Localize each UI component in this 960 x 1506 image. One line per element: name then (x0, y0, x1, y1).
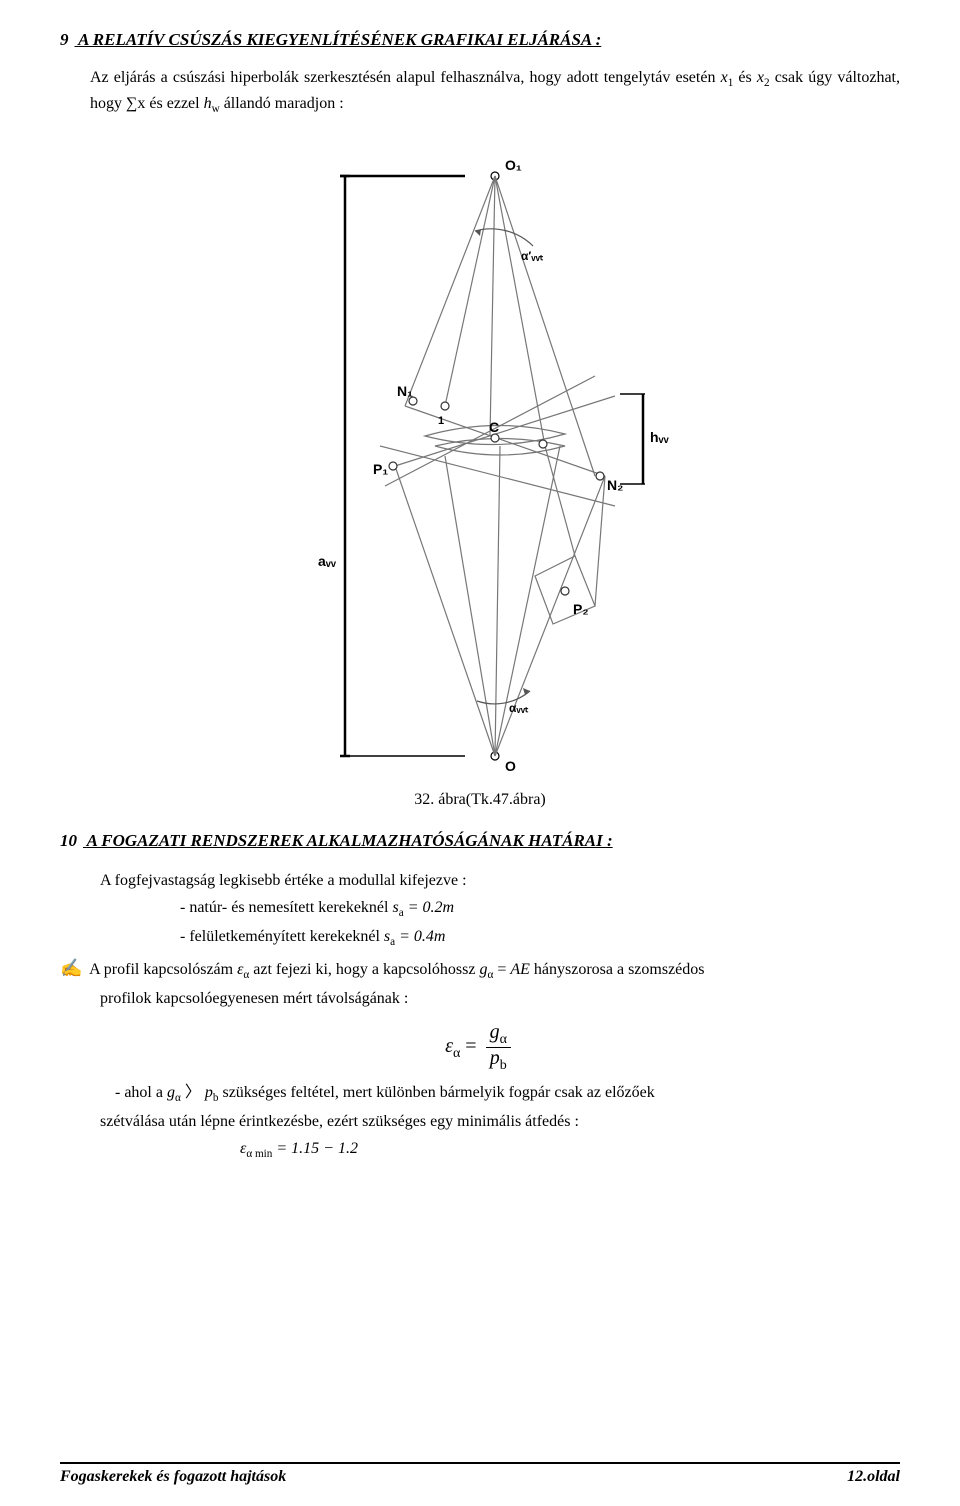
where-post: szükséges feltétel, mert különben bármel… (222, 1084, 654, 1101)
where-pre: - ahol a (115, 1084, 167, 1101)
footer-right: 12.oldal (847, 1468, 900, 1486)
section-9-heading: 9 A RELATÍV CSÚSZÁS KIEGYENLÍTÉSÉNEK GRA… (60, 30, 900, 50)
section-9-num: 9 (60, 30, 69, 50)
hand-icon: ✍ (60, 953, 86, 984)
page-footer: Fogaskerekek és fogazott hajtások 12.old… (60, 1462, 900, 1486)
label-awt-top: α′ᵥᵥₜ (521, 249, 544, 263)
var-x1: x1 (721, 69, 734, 86)
label-N1: N₁ (397, 383, 413, 399)
profile-line: ✍ A profil kapcsolószám εα azt fejezi ki… (90, 953, 900, 985)
label-O1: O₁ (505, 157, 522, 173)
label-hw: hᵥᵥ (650, 429, 670, 445)
profile-line-2: profilok kapcsolóegyenesen mért távolság… (100, 985, 900, 1012)
section-10-title: A FOGAZATI RENDSZEREK ALKALMAZHATÓSÁGÁNA… (87, 831, 613, 850)
figure-caption: 32. ábra(Tk.47.ábra) (60, 791, 900, 809)
para-text-2: és (738, 69, 756, 86)
szetvalasa-line: szétválása után lépne érintkezésbe, ezér… (100, 1108, 900, 1135)
profile-pre: A profil kapcsolószám (89, 961, 237, 978)
diagram-svg: O₁ O N₁ N₂ P₁ P₂ C 1 aᵥᵥ hᵥᵥ α′ᵥᵥₜ αᵥᵥₜ (285, 146, 675, 776)
where-line: - ahol a gα 〉 pb szükséges feltétel, mer… (115, 1079, 900, 1108)
footer-left: Fogaskerekek és fogazott hajtások (60, 1468, 286, 1485)
label-aw: aᵥᵥ (318, 553, 337, 569)
label-C: C (489, 419, 499, 435)
main-equation: εα = gα pb (60, 1022, 900, 1073)
section-9-paragraph: Az eljárás a csúszási hiperbolák szerkes… (90, 66, 900, 118)
fogfej-lead: A fogfejvastagság legkisebb értéke a mod… (100, 867, 900, 894)
natur-line: - natúr- és nemesített kerekeknél sa = 0… (180, 894, 900, 923)
section-9-title: A RELATÍV CSÚSZÁS KIEGYENLÍTÉSÉNEK GRAFI… (78, 30, 601, 49)
label-P2: P₂ (573, 601, 589, 617)
profile-mid: azt fejezi ki, hogy a kapcsolóhossz (253, 961, 479, 978)
felulet-label: - felületkeményített kerekeknél (180, 928, 384, 945)
var-x2: x2 (757, 69, 770, 86)
min-eq-rhs: = 1.15 − 1.2 (276, 1140, 358, 1157)
var-hw: hw (204, 95, 220, 112)
para-text-1: Az eljárás a csúszási hiperbolák szerkes… (90, 69, 721, 86)
figure-wrap: O₁ O N₁ N₂ P₁ P₂ C 1 aᵥᵥ hᵥᵥ α′ᵥᵥₜ αᵥᵥₜ (60, 146, 900, 781)
label-O: O (505, 758, 516, 774)
label-1: 1 (438, 415, 444, 427)
var-AE: AE (510, 961, 530, 978)
profile-post1: hányszorosa a szomszédos (534, 961, 705, 978)
para-text-4: állandó maradjon : (224, 95, 344, 112)
natur-label: - natúr- és nemesített kerekeknél (180, 899, 392, 916)
felulet-line: - felületkeményített kerekeknél sa = 0.4… (180, 923, 900, 952)
section-10-heading: 10 A FOGAZATI RENDSZEREK ALKALMAZHATÓSÁG… (60, 831, 900, 851)
section-10-num: 10 (60, 831, 77, 851)
natur-eq: = 0.2m (408, 899, 454, 916)
label-N2: N₂ (607, 477, 623, 493)
min-eq-line: εα min = 1.15 − 1.2 (240, 1135, 900, 1164)
label-awt-bot: αᵥᵥₜ (509, 701, 529, 715)
felulet-eq: = 0.4m (399, 928, 445, 945)
label-P1: P₁ (373, 461, 388, 477)
figure-diagram: O₁ O N₁ N₂ P₁ P₂ C 1 aᵥᵥ hᵥᵥ α′ᵥᵥₜ αᵥᵥₜ (285, 146, 675, 776)
